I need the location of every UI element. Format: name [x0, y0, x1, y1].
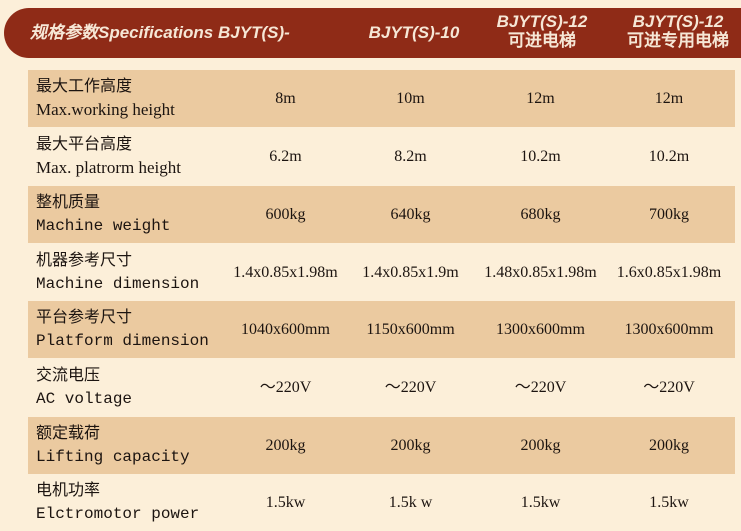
- row-label-en: AC voltage: [36, 390, 133, 408]
- cell-value: ～220V: [384, 379, 437, 396]
- cell-value: 640kg: [390, 206, 431, 223]
- cell-value: 10.2m: [520, 148, 561, 165]
- row-label-en: Platform dimension: [36, 332, 209, 350]
- row-label-en: Machine dimension: [36, 275, 200, 293]
- cell-value: 1300x600mm: [624, 321, 714, 338]
- row-label-en: Lifting capacity: [36, 448, 190, 466]
- row-label: 整机质量 Machine weight: [36, 190, 170, 238]
- row-label: 最大工作高度 Max.working height: [36, 74, 175, 122]
- cell-value: 1.5kw: [649, 494, 689, 511]
- table-row: 最大平台高度 Max. platrorm height 6.2m 8.2m 10.2m 1…: [28, 128, 735, 185]
- row-label: 交流电压 AC voltage: [36, 363, 132, 411]
- row-label: 额定载荷 Lifting capacity: [36, 421, 190, 469]
- cell-value: 600kg: [265, 206, 306, 223]
- cell-value: 1040x600mm: [241, 321, 330, 338]
- table-row: 机器参考尺寸 Machine dimension 1.4x0.85x1.98m 1.4…: [28, 244, 735, 301]
- cell-value: 6.2m: [269, 148, 302, 165]
- row-label-cn: 机器参考尺寸: [36, 250, 133, 269]
- row-label: 机器参考尺寸 Machine dimension: [36, 248, 199, 296]
- cell-value: ～220V: [259, 379, 312, 396]
- cell-value: 1.4x0.85x1.9m: [362, 264, 459, 281]
- row-label-en: Elctromotor power: [36, 505, 200, 523]
- row-label: 最大平台高度 Max. platrorm height: [36, 132, 181, 180]
- table-header: 规格参数Specifications BJYT(S)- BJYT(S)-10 B…: [4, 8, 741, 58]
- row-label-en: Machine weight: [36, 217, 171, 235]
- cell-value: 12m: [526, 90, 555, 107]
- cell-value: 1.5kw: [265, 494, 306, 511]
- row-label-cn: 最大平台高度: [36, 134, 133, 153]
- cell-value: 8.2m: [394, 148, 427, 165]
- table-row: 额定载荷 Lifting capacity 200kg 200kg 200kg 200kg: [28, 417, 735, 474]
- cell-value: 1.5kw: [520, 494, 561, 511]
- cell-value: 1.5k w: [388, 494, 433, 511]
- row-label-en: Max.working height: [36, 100, 175, 119]
- cell-value: 680kg: [520, 206, 561, 223]
- cell-value: 200kg: [520, 437, 561, 454]
- table-row: 电机功率 Elctromotor power 1.5kw 1.5k w 1.5kw 1.5…: [28, 474, 735, 531]
- cell-value: 1.48x0.85x1.98m: [484, 264, 597, 281]
- cell-value: 1150x600mm: [366, 321, 455, 338]
- table-row: 整机质量 Machine weight 600kg 640kg 680kg 700kg: [28, 186, 735, 243]
- cell-value: 200kg: [265, 437, 306, 454]
- cell-value: 1.6x0.85x1.98m: [616, 264, 722, 281]
- cell-value: 200kg: [649, 437, 689, 454]
- cell-value: 8m: [275, 90, 296, 107]
- row-label-cn: 额定载荷: [36, 423, 101, 442]
- cell-value: ～220V: [514, 379, 567, 396]
- cell-value: 12m: [654, 90, 684, 107]
- cell-value: 10m: [396, 90, 425, 107]
- header-model-3: BJYT(S)-12 可进电梯: [496, 12, 588, 50]
- row-label: 电机功率 Elctromotor power: [36, 478, 199, 526]
- cell-value: 700kg: [649, 206, 689, 223]
- cell-value: 1.4x0.85x1.98m: [233, 264, 338, 281]
- cell-value: 200kg: [390, 437, 431, 454]
- row-label: 平台参考尺寸 Platform dimension: [36, 305, 209, 353]
- row-label-en: Max. platrorm height: [36, 158, 181, 177]
- header-model-4: BJYT(S)-12 可进专用电梯: [627, 12, 729, 50]
- header-model-2: BJYT(S)-10: [368, 23, 460, 42]
- row-label-cn: 电机功率: [36, 480, 101, 499]
- row-label-cn: 交流电压: [36, 365, 101, 384]
- row-label-cn: 整机质量: [36, 192, 101, 211]
- cell-value: ～220V: [643, 379, 695, 396]
- header-spec-label: 规格参数Specifications BJYT(S)-: [30, 23, 290, 42]
- cell-value: 10.2m: [648, 148, 690, 165]
- cell-value: 1300x600mm: [496, 321, 585, 338]
- row-label-cn: 平台参考尺寸: [36, 307, 133, 326]
- table-row: 最大工作高度 Max.working height 8m 10m 12m 12m: [28, 70, 735, 127]
- table-row: 平台参考尺寸 Platform dimension 1040x600mm 1150x6…: [28, 301, 735, 358]
- table-row: 交流电压 AC voltage ～220V ～220V ～220V ～220V: [28, 359, 735, 416]
- row-label-cn: 最大工作高度: [36, 76, 133, 95]
